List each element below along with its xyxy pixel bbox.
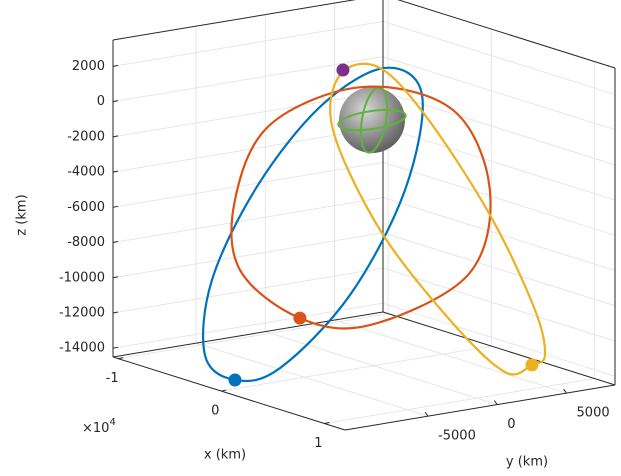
grid-line [112,197,384,244]
x-tick-label: 1 [314,436,322,451]
z-tick [112,311,119,314]
x-tick-multiplier: ×104 [82,417,116,436]
position-marker [336,63,350,77]
z-tick [112,170,119,173]
grid-line [382,302,616,377]
z-tick [112,346,119,349]
y-tick-label: -5000 [438,429,476,444]
moon-equator [337,108,407,132]
y-tick [493,400,498,405]
grid-line [382,197,616,272]
z-tick [112,276,119,279]
z-tick-label: -14000 [59,341,105,356]
axis-edge [112,311,384,358]
z-tick [112,135,119,138]
multiplier-exponent: 4 [109,417,115,428]
multiplier-base: ×10 [82,421,109,436]
axis-edge [112,356,346,431]
axis-edge [344,384,616,431]
grid-line [112,267,384,314]
z-tick-label: -2000 [67,129,105,144]
grid-line [221,345,492,392]
z-tick-label: -4000 [67,165,105,180]
y-tick [424,411,429,417]
z-axis-label: z (km) [15,194,30,235]
grid-line [382,161,616,236]
orbit [201,66,424,383]
grid-line [195,342,429,417]
position-marker [228,373,242,387]
x-tick-label: -1 [106,371,119,386]
moon [337,86,407,154]
position-marker [525,358,539,372]
z-tick-label: 0 [97,94,105,109]
grid-line [382,126,616,201]
grid-line [382,267,616,342]
grid-line [382,91,616,166]
grid-line [112,302,384,349]
axis-edge [112,0,357,41]
x-tick [221,389,227,392]
z-tick [112,64,119,67]
grid-line [112,56,384,103]
z-tick [112,100,119,103]
orbit [230,85,492,330]
grid-line [112,126,384,173]
plot-area [201,62,547,387]
orbit [329,62,547,376]
axes-background: 20000-2000-4000-6000-8000-10000-12000-14… [59,0,616,451]
grid-line [112,232,384,279]
z-tick-label: 2000 [72,59,105,74]
z-tick [112,205,119,208]
grid-line [382,56,616,131]
x-tick-label: 0 [211,404,219,419]
x-tick [324,422,330,425]
grid-line [382,232,616,307]
z-tick-label: -8000 [67,235,105,250]
grid-line [112,20,384,67]
moon-body [339,87,405,153]
grid-line [382,20,616,95]
axis-edge [382,311,616,386]
y-tick [563,388,567,394]
position-marker [293,311,307,325]
z-tick-label: -6000 [67,200,105,215]
z-tick [112,241,119,244]
grid-line [112,161,384,208]
y-axis-label: y (km) [506,455,548,470]
grid-line [112,91,384,138]
grid-line [334,319,567,394]
z-tick-label: -10000 [59,270,105,285]
x-axis-label: x (km) [204,448,246,463]
y-tick-label: 0 [507,417,515,432]
grid-line [324,378,595,425]
axis-edge [397,0,616,69]
y-tick-label: 5000 [577,406,610,421]
grid-line [118,313,389,360]
x-tick [118,357,124,360]
grid-line [265,331,498,406]
z-tick-label: -12000 [59,305,105,320]
